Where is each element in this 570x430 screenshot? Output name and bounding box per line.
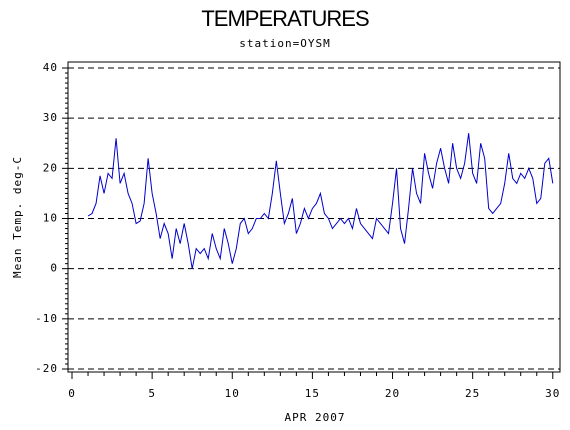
y-tick-label: -20 bbox=[35, 362, 58, 375]
chart-title: TEMPERATURES bbox=[201, 6, 369, 31]
plot-frame bbox=[67, 61, 561, 373]
data-line bbox=[87, 133, 554, 269]
y-tick-label: -10 bbox=[35, 312, 58, 325]
x-tick-label: 25 bbox=[465, 387, 480, 400]
y-tick-label: 20 bbox=[43, 161, 58, 174]
x-tick-label: 30 bbox=[545, 387, 560, 400]
y-tick-label: 30 bbox=[43, 111, 58, 124]
x-tick-label: 20 bbox=[385, 387, 400, 400]
x-axis-label: APR 2007 bbox=[285, 411, 346, 424]
y-tick-label: 40 bbox=[43, 61, 58, 74]
y-axis-label: Mean Temp. deg-C bbox=[11, 156, 24, 278]
y-tick-label: 0 bbox=[50, 262, 58, 275]
x-tick-label: 10 bbox=[225, 387, 240, 400]
x-tick-label: 5 bbox=[148, 387, 156, 400]
chart-subtitle: station=OYSM bbox=[239, 37, 330, 50]
x-tick-label: 15 bbox=[305, 387, 320, 400]
x-tick-label: 0 bbox=[68, 387, 76, 400]
y-tick-label: 10 bbox=[43, 212, 58, 225]
